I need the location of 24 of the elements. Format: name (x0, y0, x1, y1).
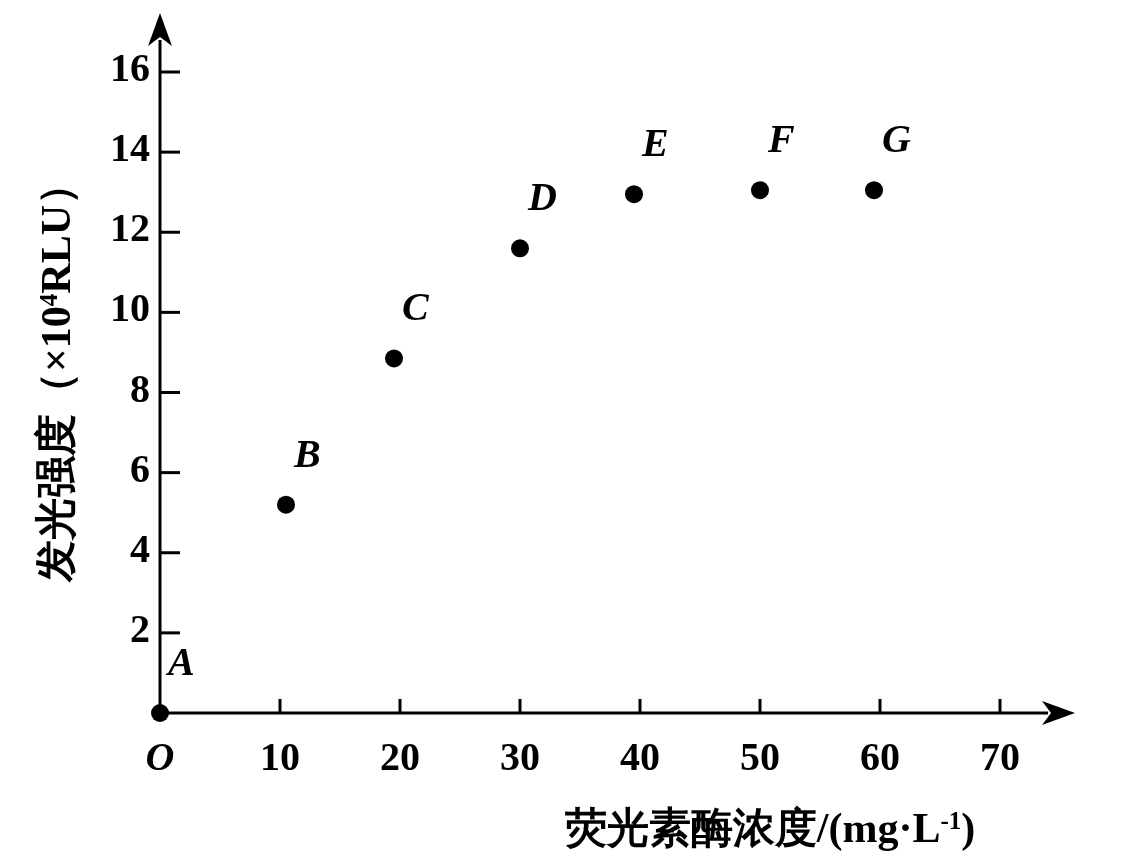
annotation: E (641, 120, 669, 166)
y-tick-label: 2 (130, 606, 150, 652)
x-tick-label: 70 (980, 734, 1020, 780)
x-tick-label: O (145, 734, 175, 780)
y-tick-label: 10 (110, 285, 150, 331)
x-tick-label: 60 (860, 734, 900, 780)
y-tick-label: 14 (110, 125, 150, 171)
y-tick-label: 16 (110, 45, 150, 91)
annotation: A (165, 639, 195, 684)
x-tick-label: 30 (500, 734, 540, 780)
annotation: C (402, 284, 430, 330)
y-tick-label: 6 (130, 445, 150, 491)
annotation: B (293, 430, 321, 476)
x-axis-title: 荧光素酶浓度/(mg·L$^{-1}$) (563, 805, 976, 852)
annotation: F (767, 116, 795, 162)
y-tick-label: 8 (130, 365, 150, 411)
x-tick-label: 50 (740, 734, 780, 780)
x-tick-label: 10 (260, 734, 300, 780)
annotation: G (882, 116, 911, 162)
x-tick-label: 20 (380, 734, 420, 780)
annotation: D (527, 174, 557, 220)
y-tick-label: 12 (110, 205, 150, 251)
x-tick-label: 40 (620, 734, 660, 780)
y-tick-label: 4 (130, 525, 150, 571)
